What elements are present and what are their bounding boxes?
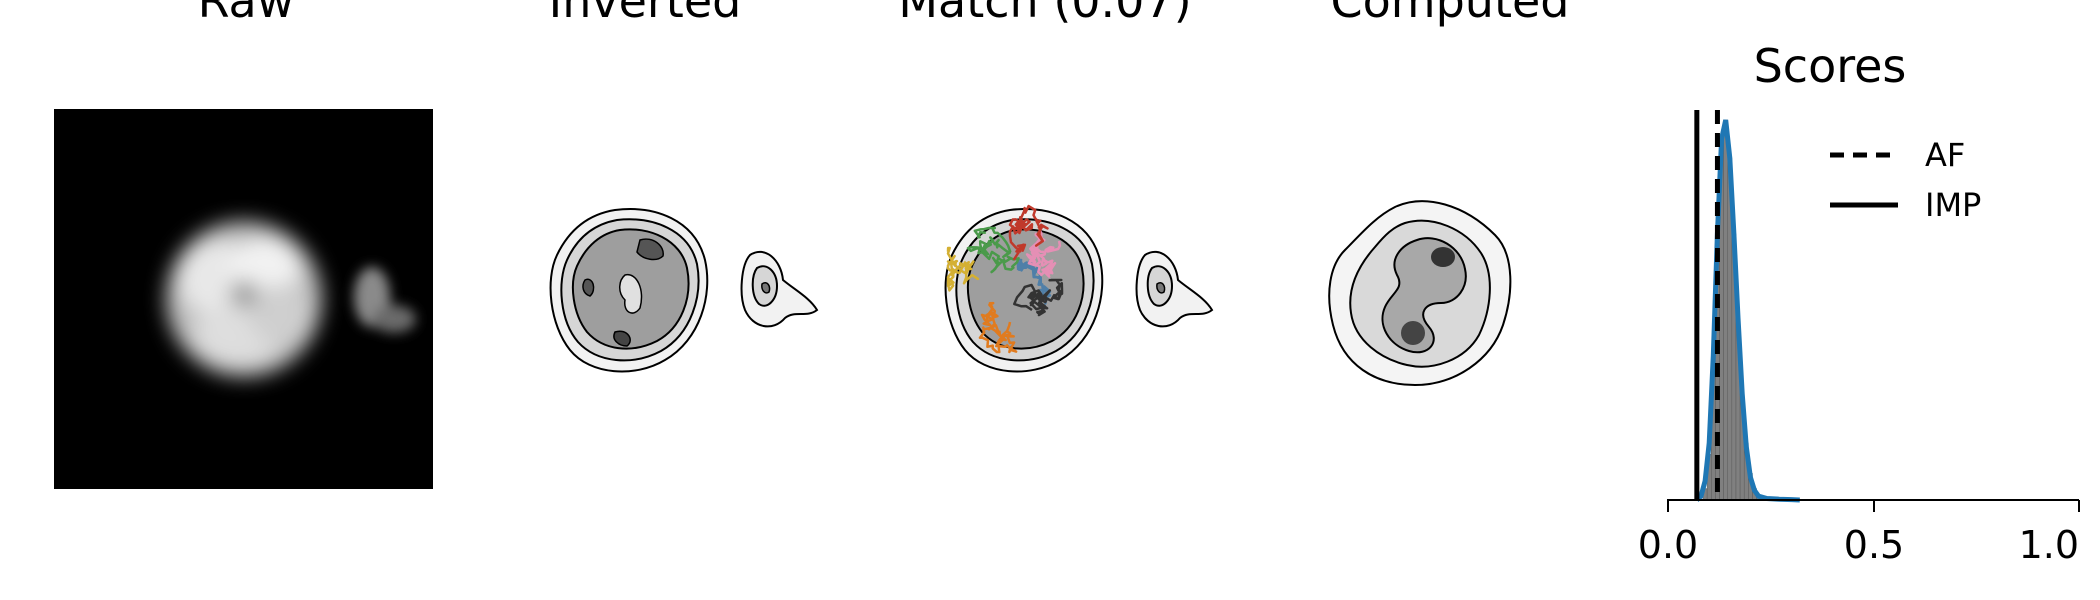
histogram-bar bbox=[1723, 119, 1728, 501]
match-title: Match (0.07) bbox=[898, 0, 1192, 28]
raw-image bbox=[54, 109, 433, 489]
match-trace bbox=[946, 246, 980, 292]
computed-title: Computed bbox=[1330, 0, 1570, 28]
match-contour-map bbox=[944, 204, 1214, 373]
raw-small-blob bbox=[354, 267, 416, 333]
computed-peak-lower bbox=[1401, 321, 1425, 345]
inverted-contour-map bbox=[549, 208, 819, 373]
inverted-main-contours bbox=[549, 208, 709, 373]
raw-image-panel bbox=[54, 109, 433, 489]
match-panel bbox=[940, 200, 1230, 385]
x-tick-label: 1.0 bbox=[2019, 523, 2079, 567]
inverted-panel bbox=[545, 200, 835, 385]
inverted-small-contours bbox=[740, 250, 819, 328]
raw-cell-blob bbox=[166, 221, 322, 377]
match-trace bbox=[1008, 204, 1049, 261]
computed-panel bbox=[1325, 195, 1525, 390]
match-trace bbox=[978, 301, 1018, 354]
x-tick-label: 0.0 bbox=[1638, 523, 1698, 567]
kde-curve bbox=[1695, 119, 1800, 503]
histogram-bars bbox=[1702, 119, 1766, 501]
legend-label-af: AF bbox=[1925, 136, 1965, 174]
match-trace bbox=[1013, 278, 1064, 317]
scores-legend: AF IMP bbox=[1830, 136, 1981, 224]
computed-peak-upper bbox=[1431, 247, 1455, 267]
raw-title: Raw bbox=[197, 0, 295, 28]
scores-chart: 0.0 0.5 1.0 AF IMP bbox=[1638, 110, 2080, 567]
match-small-contours bbox=[1135, 250, 1214, 328]
x-axis-ticks: 0.0 0.5 1.0 bbox=[1638, 500, 2080, 567]
x-tick-label: 0.5 bbox=[1844, 523, 1904, 567]
scores-title: Scores bbox=[1753, 39, 1907, 93]
match-trace bbox=[966, 226, 1020, 274]
reference-lines bbox=[1694, 110, 1720, 500]
match-traces bbox=[946, 204, 1064, 354]
match-trace bbox=[1025, 230, 1062, 278]
computed-contour-map bbox=[1328, 200, 1512, 387]
scores-chart-panel: 0.0 0.5 1.0 AF IMP bbox=[1620, 100, 2080, 570]
legend-label-imp: IMP bbox=[1925, 186, 1981, 224]
inverted-title: Inverted bbox=[548, 0, 742, 28]
